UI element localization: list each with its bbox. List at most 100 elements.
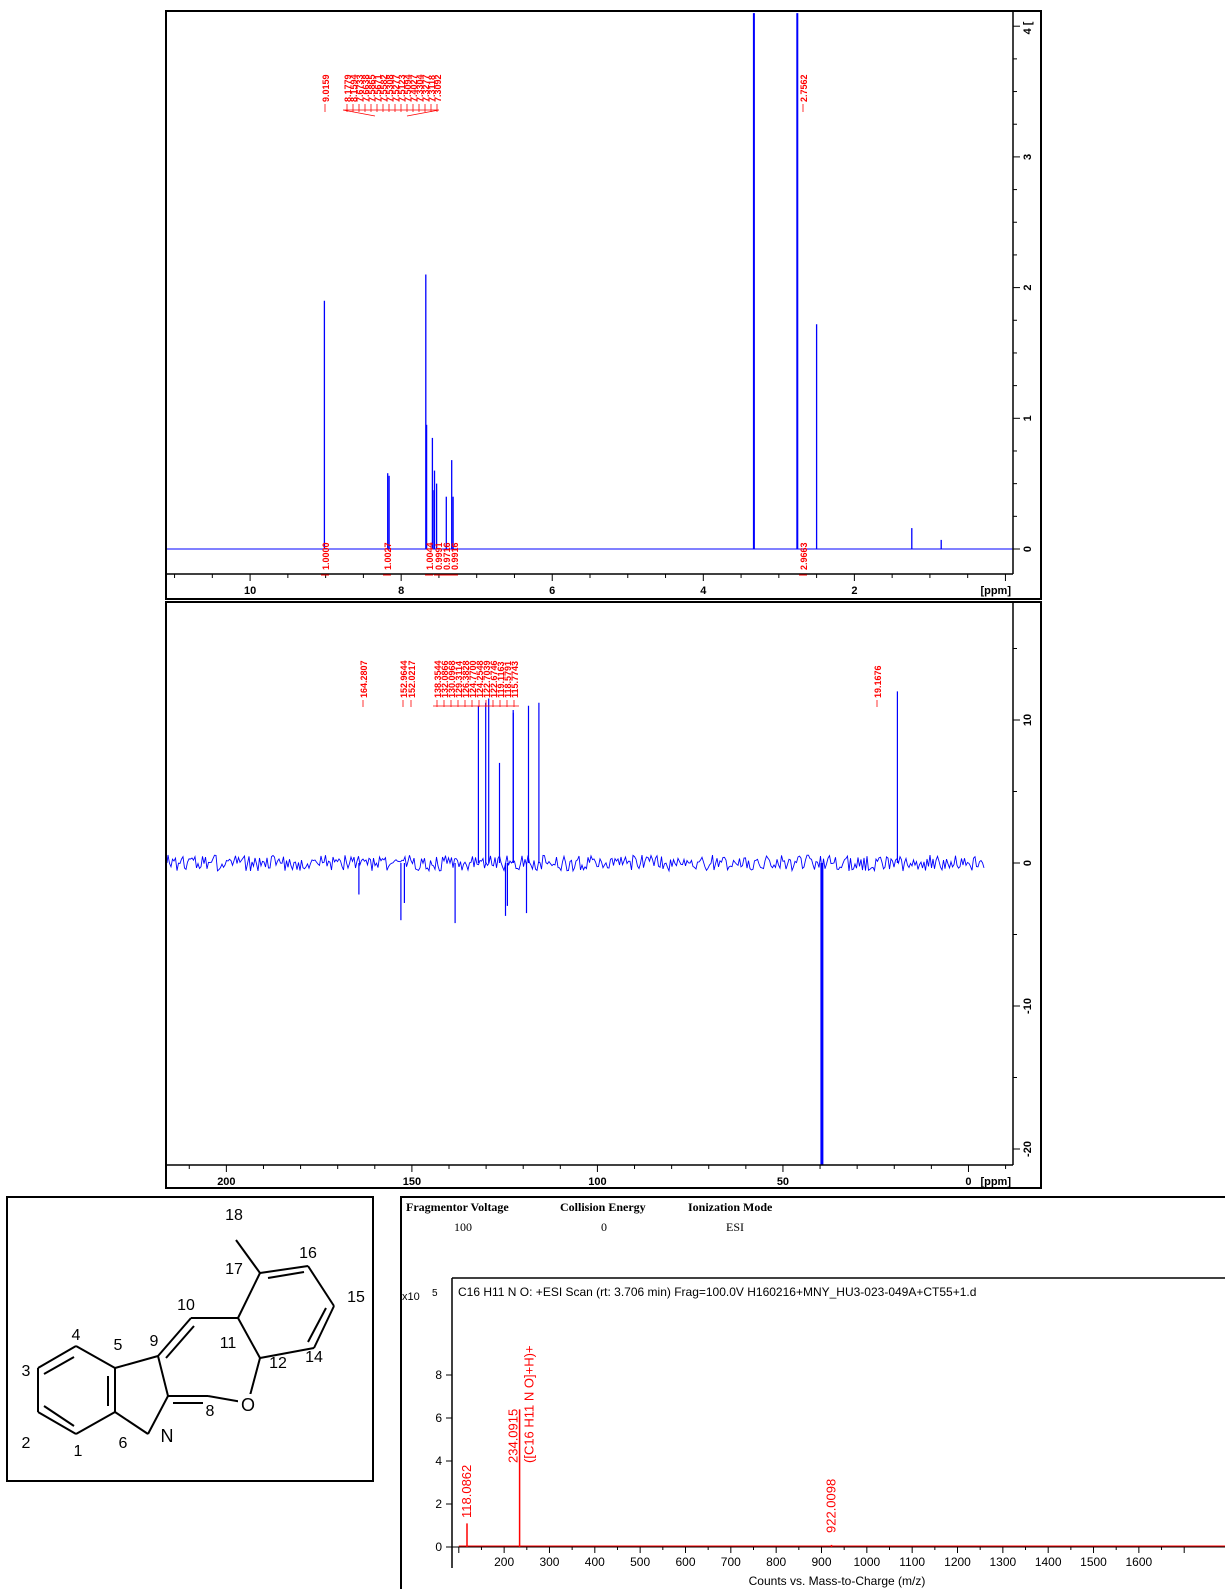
bond	[235, 1239, 261, 1274]
hrms-panel: Fragmentor Voltage Collision Energy Ioni…	[400, 1196, 1225, 1589]
x-unit: [ppm]	[980, 1176, 1011, 1187]
y-tick-label: 4	[435, 1454, 442, 1468]
x-tick-label: 1400	[1035, 1555, 1062, 1569]
peak-label: 2.7562	[799, 74, 809, 102]
x-tick-label: 1600	[1126, 1555, 1153, 1569]
x-tick-label: 600	[675, 1555, 695, 1569]
bond	[37, 1411, 77, 1435]
ms-peak-label: 922.0098	[824, 1479, 839, 1533]
structure-panel: 1 2 3 4 5 6 8 9 10 11 12 14 15 16 17 18 N O	[6, 1196, 374, 1482]
o-mask	[238, 1394, 256, 1414]
bond	[75, 1411, 116, 1435]
peak-label: 7.3092	[433, 74, 443, 102]
peak-label: 7.5865	[367, 74, 377, 102]
atom-number: 2	[22, 1435, 31, 1452]
x-tick-label: 700	[721, 1555, 741, 1569]
bond	[313, 1305, 335, 1349]
peak-label: 7.5582	[379, 74, 389, 102]
bond	[259, 1265, 309, 1274]
peak-label: 138.3544	[433, 660, 443, 698]
x-tick-label: 200	[494, 1555, 514, 1569]
atom-number: 5	[114, 1337, 123, 1354]
y-tick-label: 0	[1022, 546, 1034, 552]
peak-label: 122.6746	[489, 660, 499, 698]
noise-baseline	[167, 854, 985, 873]
nitrogen-atom: N	[161, 1426, 174, 1446]
bond	[157, 1355, 169, 1397]
integral-label: 1.0044	[425, 542, 435, 570]
atom-number: 1	[74, 1443, 83, 1460]
bond	[37, 1345, 77, 1369]
peak-label: 7.3277	[421, 74, 431, 102]
y-tick-label: 0	[1022, 860, 1034, 866]
ms-peak-label: 118.0862	[459, 1465, 474, 1518]
ms-peak-label: 234.0915	[506, 1409, 521, 1463]
bond	[43, 1405, 75, 1427]
header-value-fragmentor: 100	[454, 1220, 472, 1234]
bond	[307, 1265, 335, 1307]
peak-label: 7.6733	[355, 74, 365, 102]
y-tick-label: 4 [	[1022, 21, 1034, 34]
peak-label: 8.1779	[343, 74, 353, 102]
y-tick-label: -10	[1022, 998, 1034, 1014]
y-multiplier: x10	[402, 1291, 420, 1303]
integral-label: 0.9916	[450, 542, 460, 570]
x-axis-label: Counts vs. Mass-to-Charge (m/z)	[749, 1574, 926, 1588]
y-tick-label: 0	[435, 1540, 442, 1554]
h1-nmr-spectrum: 10 8 6 4 2 [ppm] 0 1 2 3 4 [9.0159 8.17798.15947.67…	[167, 12, 1034, 597]
integral-label: 1.0000	[321, 542, 331, 570]
bond	[237, 1317, 261, 1359]
atom-number: 9	[150, 1333, 159, 1350]
peak-label: 7.3304	[415, 74, 425, 102]
header-value-ionization: ESI	[726, 1220, 744, 1234]
peak-label: 8.1594	[349, 74, 359, 102]
x-unit: [ppm]	[980, 585, 1011, 597]
bond	[147, 1395, 169, 1435]
peak-label: 118.5791	[503, 661, 513, 698]
y-tick-label: 6	[435, 1411, 442, 1425]
label-bracket	[342, 109, 440, 117]
peak-label: 164.2807	[359, 660, 369, 698]
bond	[259, 1347, 315, 1359]
atom-number: 10	[177, 1297, 195, 1314]
atom-number: 18	[225, 1207, 243, 1224]
x-tick-label: 4	[700, 585, 707, 597]
x-tick-label: 0	[965, 1176, 971, 1187]
x-tick-label: 800	[766, 1555, 786, 1569]
integral-label: 2.9663	[799, 542, 809, 570]
peak-label: 119.1163	[496, 661, 506, 698]
integral-label: 1.0027	[383, 542, 393, 570]
atom-number: 14	[305, 1349, 323, 1366]
y-tick-label: 2	[1022, 285, 1034, 291]
bond	[267, 1271, 305, 1279]
h1-nmr-panel: 10 8 6 4 2 [ppm] 0 1 2 3 4 [9.0159 8.1779 8.1594 7.67…	[165, 10, 1042, 600]
atom-number: 12	[269, 1355, 287, 1372]
n-mask	[158, 1424, 176, 1444]
atom-number: 8	[206, 1403, 215, 1420]
x-tick-label: 1300	[989, 1555, 1016, 1569]
c13-nmr-spectrum: 200150100500[ppm]20100-10-20164.2807152.…	[167, 603, 1034, 1187]
peak-label: 7.5277	[391, 74, 401, 102]
x-tick-label: 1000	[853, 1555, 880, 1569]
peak-label: 152.9644	[399, 660, 409, 698]
atom-number: 15	[347, 1289, 365, 1306]
peak-label: 130.0968	[447, 660, 457, 698]
x-tick-label: 10	[244, 585, 256, 597]
peak-label: 152.0217	[407, 660, 417, 698]
bond	[114, 1355, 159, 1369]
bond	[307, 1307, 327, 1343]
x-tick-label: 200	[217, 1176, 235, 1187]
ms-header: Fragmentor Voltage Collision Energy Ioni…	[402, 1200, 1225, 1240]
peak-label: 7.5094	[403, 74, 413, 102]
atom-number: 16	[299, 1245, 317, 1262]
header-label-fragmentor: Fragmentor Voltage	[406, 1200, 509, 1214]
peak-label: 132.0866	[440, 660, 450, 698]
bond	[237, 1272, 261, 1319]
header-label-collision: Collision Energy	[560, 1200, 646, 1214]
y-tick-label: 2	[435, 1497, 442, 1511]
y-tick-label: 8	[435, 1368, 442, 1382]
y-tick-label: -20	[1022, 1141, 1034, 1157]
x-tick-label: 50	[777, 1176, 789, 1187]
atom-number: 3	[22, 1363, 31, 1380]
